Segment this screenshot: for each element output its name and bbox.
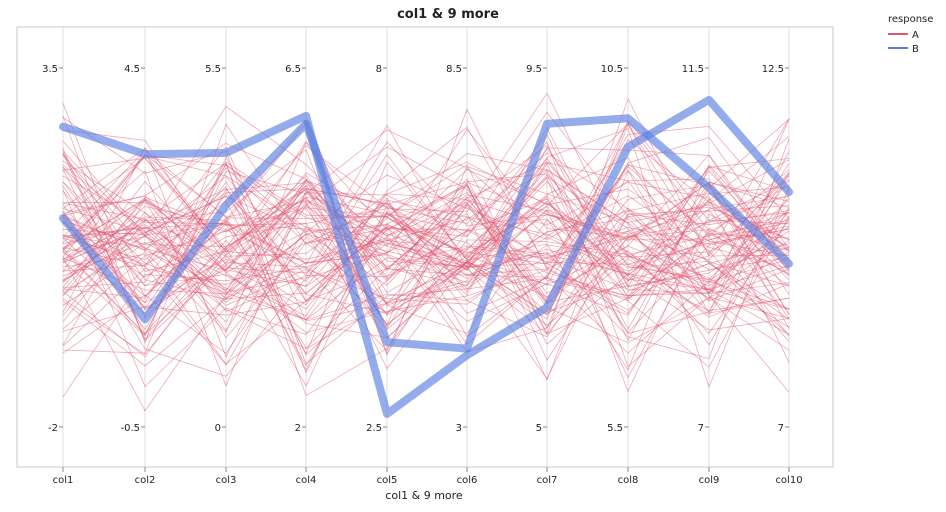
series-a-line (62, 163, 790, 304)
x-axis-title: col1 & 9 more (385, 489, 463, 502)
series-b-lines (59, 95, 793, 418)
series-a-line (62, 154, 790, 347)
axis-min-label-col8: 5.5 (607, 423, 623, 434)
series-a-line (62, 136, 790, 354)
series-a-line (62, 149, 790, 355)
legend-label-B: B (912, 44, 919, 55)
axis-max-label-col1: 3.5 (42, 64, 58, 75)
axis-max-label-col4: 6.5 (285, 64, 301, 75)
axis-max-label-col6: 8.5 (446, 64, 462, 75)
series-a-line (62, 174, 790, 342)
x-tick-label-col8: col8 (618, 475, 639, 486)
x-tick-label-col4: col4 (296, 475, 317, 486)
axis-min-label-col6: 3 (456, 423, 462, 434)
series-a-line (62, 123, 790, 332)
series-a-line (62, 153, 790, 371)
series-a-line (62, 173, 790, 346)
axis-max-label-col9: 11.5 (682, 64, 704, 75)
legend: response AB (888, 14, 933, 55)
x-tick-label-col2: col2 (135, 475, 156, 486)
series-a-line (62, 152, 790, 341)
series-a-line (62, 179, 790, 295)
series-a-line (62, 141, 790, 315)
axis-min-label-col9: 7 (698, 423, 704, 434)
axis-max-label-col2: 4.5 (124, 64, 140, 75)
series-b-line-1 (59, 95, 793, 418)
legend-label-A: A (912, 30, 919, 41)
x-tick-label-col3: col3 (216, 475, 237, 486)
x-tick-label-col9: col9 (699, 475, 720, 486)
series-a-line (62, 156, 790, 354)
series-a-line (62, 201, 790, 331)
series-a-line (62, 129, 790, 336)
x-tick-label-col7: col7 (537, 475, 558, 486)
series-a-line (62, 166, 790, 294)
axis-min-label-col2: -0.5 (120, 423, 140, 434)
axis-min-label-col5: 2.5 (366, 423, 382, 434)
series-a-line (62, 124, 790, 290)
axis-max-label-col5: 8 (376, 64, 382, 75)
plot-frame (16, 26, 834, 468)
x-tick-label-col6: col6 (457, 475, 478, 486)
axis-min-label-col10: 7 (778, 423, 784, 434)
series-a-line (62, 155, 790, 351)
axis-min-label-col7: 5 (536, 423, 542, 434)
series-a-line (62, 147, 790, 355)
tick-labels-layer: 3.5 -2 col1 4.5 -0.5 col2 5.5 0 col3 6.5 2 col4 8 2.5… (42, 64, 802, 486)
axis-max-label-col10: 12.5 (762, 64, 784, 75)
legend-title: response (888, 14, 933, 25)
series-a-line (62, 148, 790, 341)
series-a-line (62, 103, 790, 318)
axis-max-label-col3: 5.5 (205, 64, 221, 75)
series-a-line (62, 140, 790, 333)
series-a-line (62, 170, 790, 387)
axis-min-label-col1: -2 (48, 423, 58, 434)
series-b-line-2 (59, 114, 793, 353)
series-a-line (62, 160, 790, 329)
x-tick-label-col5: col5 (377, 475, 398, 486)
series-a-line (62, 189, 790, 388)
series-a-line (62, 111, 790, 313)
series-a-line (62, 173, 790, 335)
axis-min-label-col3: 0 (215, 423, 221, 434)
chart-title: col1 & 9 more (397, 7, 499, 22)
axis-max-label-col7: 9.5 (526, 64, 542, 75)
x-tick-label-col10: col10 (775, 475, 802, 486)
axis-min-label-col4: 2 (295, 423, 301, 434)
axis-max-label-col8: 10.5 (601, 64, 623, 75)
x-tick-label-col1: col1 (53, 475, 74, 486)
series-a-line (62, 146, 790, 335)
series-a-line (62, 119, 790, 330)
series-a-line (62, 128, 790, 389)
series-a-line (62, 160, 790, 349)
series-a-line (62, 161, 790, 283)
